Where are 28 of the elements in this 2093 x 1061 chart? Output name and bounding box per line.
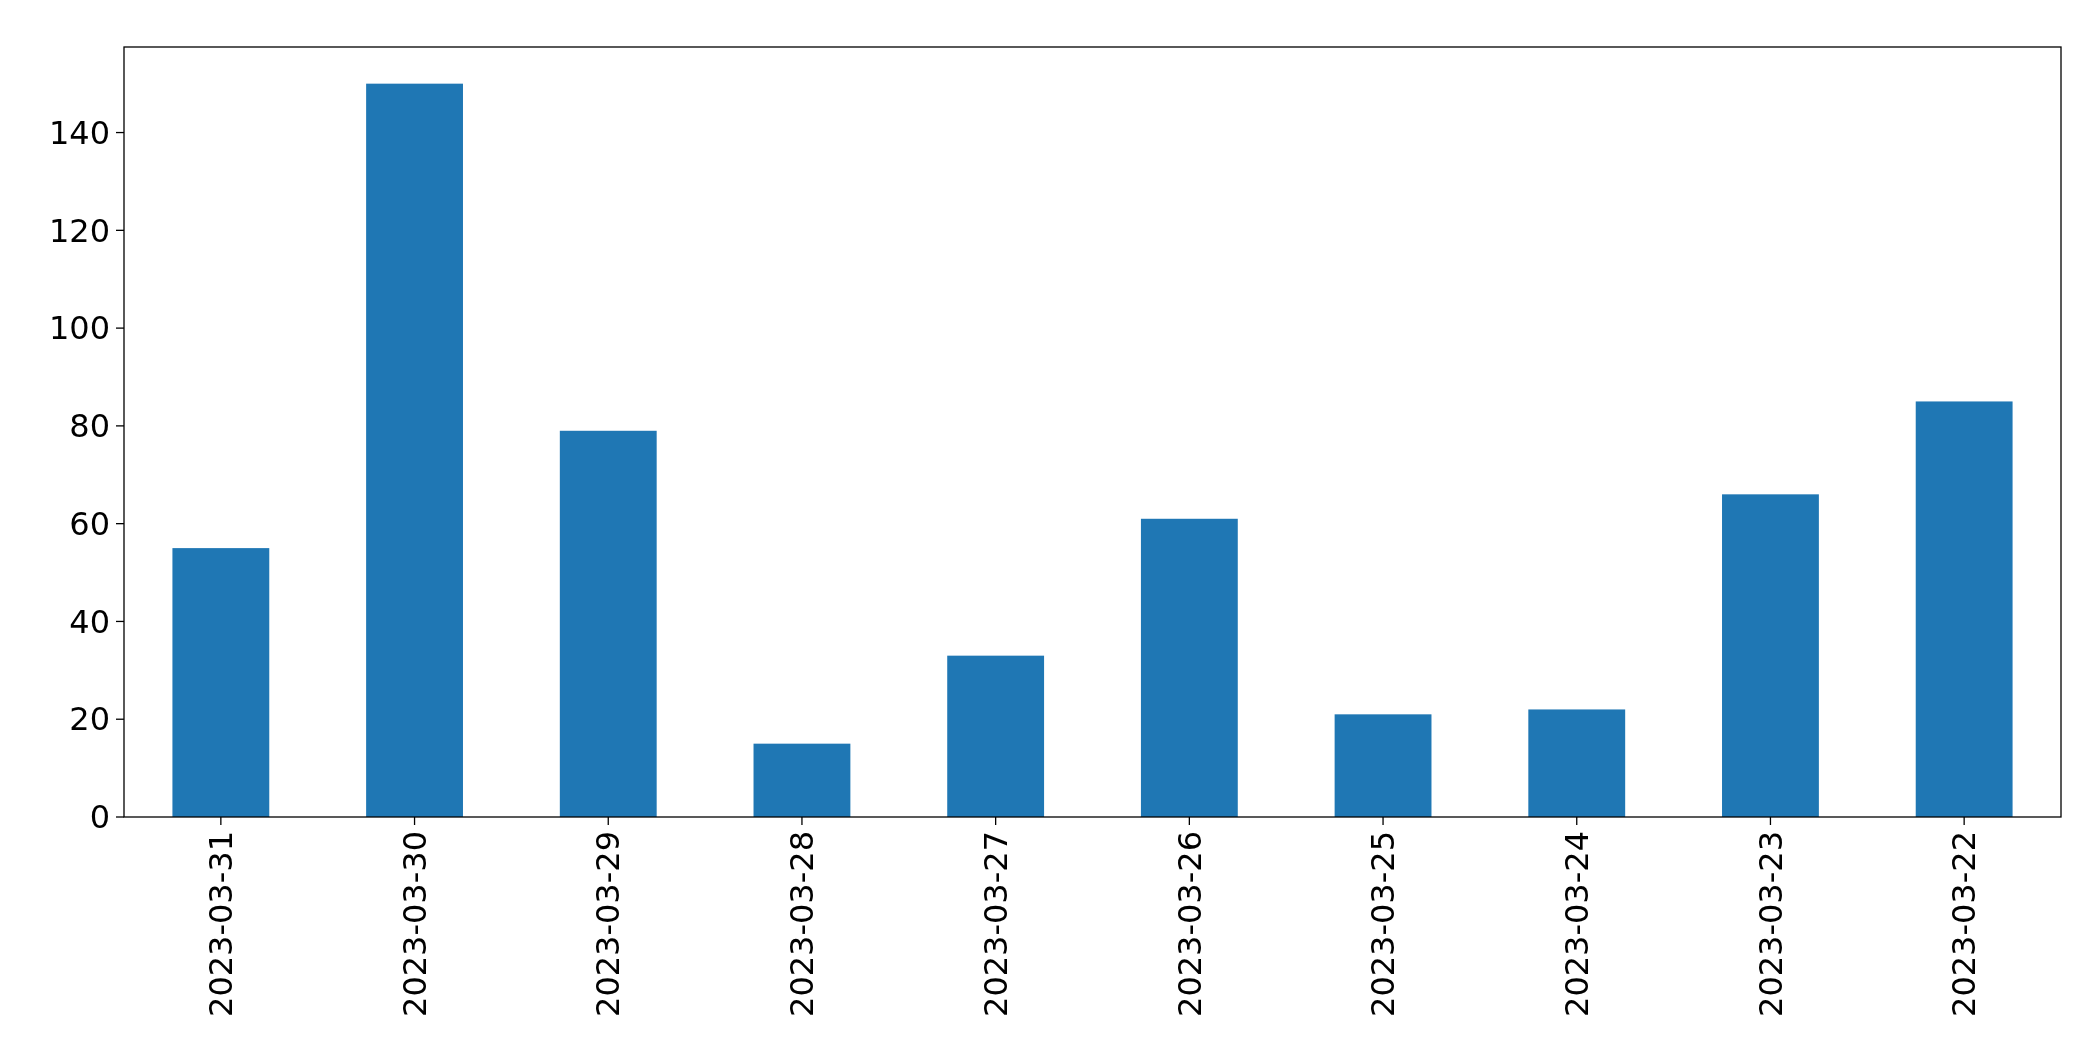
- y-tick-label: 40: [69, 602, 110, 641]
- x-tick-label: 2023-03-31: [202, 831, 241, 1017]
- bar: [1334, 714, 1432, 817]
- x-tick-label: 2023-03-30: [395, 831, 434, 1017]
- x-tick-label: 2023-03-22: [1945, 831, 1984, 1017]
- x-tick-label: 2023-03-28: [783, 831, 822, 1017]
- x-tick-label: 2023-03-24: [1557, 831, 1596, 1017]
- bar: [753, 743, 851, 817]
- x-tick-label: 2023-03-25: [1364, 831, 1403, 1017]
- bar: [1722, 494, 1819, 817]
- y-tick-label: 60: [69, 504, 110, 543]
- y-tick-label: 140: [48, 113, 110, 152]
- y-tick-label: 100: [48, 309, 110, 348]
- bar: [1140, 518, 1238, 817]
- bar: [559, 430, 657, 817]
- bar: [1528, 709, 1626, 817]
- bar: [366, 83, 463, 817]
- x-tick-label: 2023-03-27: [976, 831, 1015, 1017]
- y-tick-label: 0: [89, 798, 110, 837]
- bar: [1915, 401, 2013, 817]
- y-tick-label: 120: [48, 211, 110, 250]
- y-tick-label: 80: [69, 407, 110, 446]
- bar: [947, 655, 1045, 817]
- x-tick-label: 2023-03-29: [589, 831, 628, 1017]
- x-tick-label: 2023-03-26: [1170, 831, 1209, 1017]
- x-tick-label: 2023-03-23: [1751, 831, 1790, 1017]
- y-tick-label: 20: [69, 700, 110, 739]
- bar: [172, 548, 270, 817]
